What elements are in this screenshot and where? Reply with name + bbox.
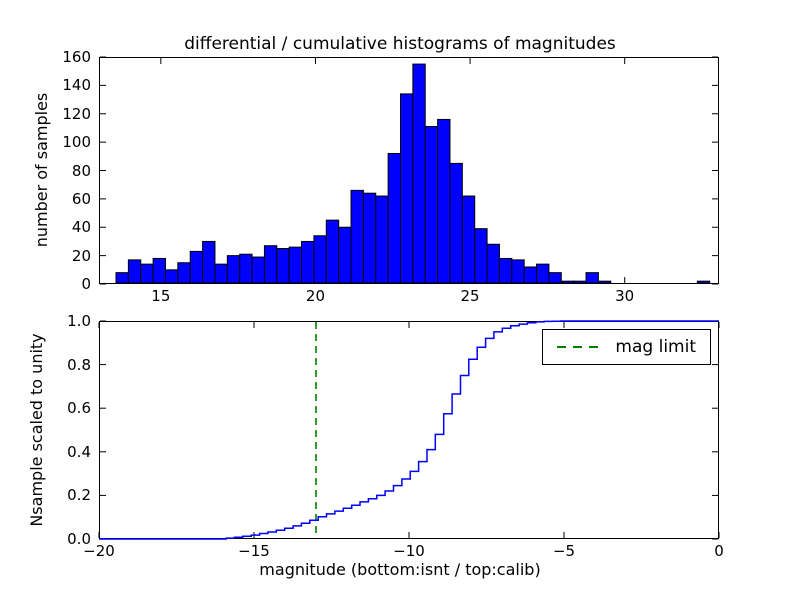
histogram-bar (276, 248, 290, 284)
histogram-bar (597, 280, 612, 284)
histogram-bar (127, 259, 142, 284)
histogram-bar (164, 269, 179, 284)
y-tick-label: 0.0 (67, 530, 91, 548)
histogram-bar (177, 262, 191, 284)
y-tick-label: 0.6 (67, 399, 91, 418)
histogram-bar (486, 243, 500, 284)
xlabel: magnitude (bottom:isnt / top:calib) (259, 560, 541, 579)
histogram-bar (313, 235, 327, 284)
bottom-axes-cumulative-histogram: mag limit −20 −15 −10 −5 0 0.0 0.2 0.4 0.6 0.8 1.0 (67, 312, 724, 560)
histogram-bar (251, 256, 265, 284)
histogram-bar (412, 63, 426, 284)
x-tick-label: −15 (238, 542, 270, 560)
y-tick-label: 40 (71, 218, 91, 237)
x-tick-label: 0 (714, 542, 724, 560)
histogram-bar (573, 280, 587, 284)
y-tick-label: 120 (62, 104, 91, 123)
y-tick-label: 0.4 (67, 442, 91, 461)
histogram-bar (226, 255, 241, 284)
y-tick-label: 0 (81, 275, 91, 293)
histogram-bar (461, 195, 476, 284)
histogram-bar (140, 263, 154, 284)
histogram-bar (202, 240, 216, 284)
y-tick-label: 80 (71, 161, 91, 180)
y-tick-label: 0.8 (67, 355, 91, 374)
histogram-canvas (99, 56, 719, 285)
histogram-bar (536, 263, 550, 284)
histogram-bar (523, 266, 538, 284)
bottom-ylabel: Nsample scaled to unity (27, 333, 46, 527)
cumulative-step-curve (99, 320, 719, 540)
histogram-bar (399, 93, 414, 284)
y-tick-label: 1.0 (67, 312, 91, 330)
histogram-bar (288, 246, 303, 284)
x-tick-label: 15 (151, 287, 171, 305)
legend-dashed-line-sample (557, 346, 600, 348)
histogram-bar (214, 263, 228, 284)
histogram-bar (115, 272, 129, 284)
y-tick-label: 100 (62, 133, 91, 152)
histogram-bar (585, 272, 599, 284)
legend: mag limit (542, 329, 711, 365)
x-tick-label: 30 (615, 287, 635, 305)
histogram-bar (338, 226, 352, 284)
x-tick-label: 25 (460, 287, 480, 305)
histogram-bar (449, 162, 463, 284)
y-tick-label: 140 (62, 76, 91, 95)
histogram-bar (548, 272, 562, 284)
histogram-bar (474, 228, 488, 284)
histogram-bar (424, 126, 439, 284)
histogram-bar (189, 250, 204, 284)
x-tick-label: −5 (552, 542, 576, 560)
histogram-bar (696, 280, 711, 284)
y-tick-label: 160 (62, 48, 91, 66)
top-axes-differential-histogram: 15 20 25 30 0 20 40 60 80 100 120 140 160 (62, 48, 719, 305)
histogram-bar (362, 192, 377, 284)
histogram-bar (498, 257, 513, 284)
cumulative-canvas (98, 320, 720, 540)
histogram-bar (437, 118, 451, 284)
y-tick-label: 60 (71, 189, 91, 208)
legend-label: mag limit (615, 337, 696, 357)
histogram-bar (325, 219, 340, 284)
x-tick-label: −20 (83, 542, 115, 560)
histogram-bar (301, 240, 315, 284)
histogram-bar (152, 257, 166, 284)
histogram-bar (387, 152, 401, 284)
x-tick-label: −10 (393, 542, 425, 560)
figure-title: differential / cumulative histograms of … (184, 34, 616, 54)
histogram-bar (511, 259, 525, 284)
x-tick-label: 20 (305, 287, 325, 305)
histogram-bar (350, 189, 364, 284)
histogram-bar (560, 280, 575, 284)
histogram-bar (263, 245, 278, 284)
top-ylabel: number of samples (32, 92, 51, 248)
y-tick-label: 20 (71, 246, 91, 265)
y-tick-label: 0.2 (67, 486, 91, 505)
histogram-bar (375, 195, 389, 284)
histogram-bar (239, 253, 253, 284)
